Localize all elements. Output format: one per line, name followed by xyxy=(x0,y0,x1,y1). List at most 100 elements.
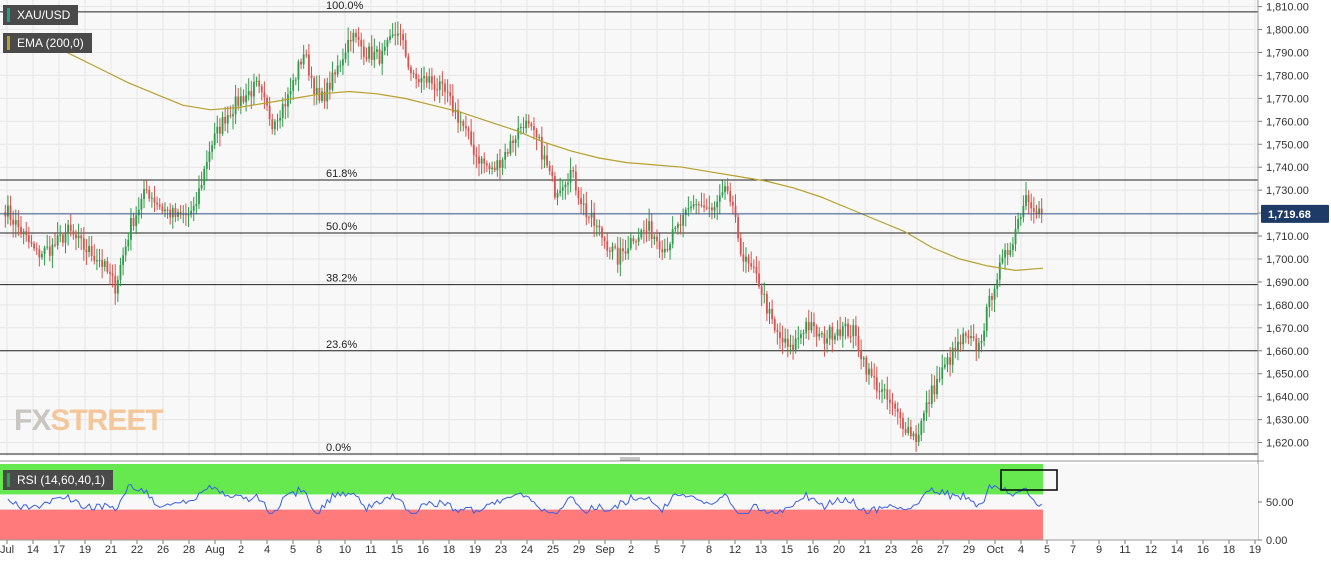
candle-body xyxy=(852,325,855,337)
x-tick-label: 7 xyxy=(1070,544,1076,556)
candle-body xyxy=(548,165,551,172)
candle-body xyxy=(417,79,420,83)
candle-body xyxy=(35,248,38,250)
candle-body xyxy=(964,333,967,336)
candle-body xyxy=(190,210,193,215)
candle-body xyxy=(449,92,452,97)
x-tick-label: 19 xyxy=(1249,544,1261,556)
candle-body xyxy=(339,65,342,67)
candle-body xyxy=(943,364,946,368)
candle-body xyxy=(20,227,22,235)
candle-body xyxy=(763,293,766,295)
candle-body xyxy=(731,201,734,206)
rsi-legend[interactable]: RSI (14,60,40,1) xyxy=(3,470,114,490)
candle-body xyxy=(370,46,373,60)
fib-level-label: 0.0% xyxy=(326,442,351,454)
candle-body xyxy=(48,246,51,256)
candle-body xyxy=(1006,250,1009,255)
candle-body xyxy=(98,260,101,262)
ema-color-swatch xyxy=(7,36,10,50)
candle-body xyxy=(475,155,478,157)
candle-body xyxy=(430,76,433,84)
candle-body xyxy=(553,176,556,198)
candle-body xyxy=(860,351,863,360)
candle-body xyxy=(873,376,876,378)
candle-body xyxy=(77,235,80,239)
candle-body xyxy=(224,116,227,124)
candle-body xyxy=(46,246,49,248)
candle-body xyxy=(198,188,200,205)
candle-body xyxy=(792,344,794,350)
candle-body xyxy=(799,334,802,339)
candle-body xyxy=(501,159,504,168)
candle-body xyxy=(56,235,59,246)
x-tick-label: 9 xyxy=(1096,544,1102,556)
candle-body xyxy=(514,139,517,144)
candle-body xyxy=(182,213,185,215)
rsi-highlight-box xyxy=(1000,469,1058,491)
symbol-legend[interactable]: XAU/USD xyxy=(3,5,79,25)
logo-part-street: STREET xyxy=(50,404,163,437)
x-tick-label: 5 xyxy=(654,544,660,556)
candle-body xyxy=(629,238,632,249)
y-tick-label: 1,750.00 xyxy=(1266,139,1309,151)
candle-body xyxy=(122,255,124,265)
x-tick-label: 13 xyxy=(755,544,767,556)
candle-body xyxy=(27,234,30,243)
y-tick-label: 1,800.00 xyxy=(1266,25,1309,37)
candle-body xyxy=(111,273,114,276)
candle-body xyxy=(428,76,431,83)
candle-body xyxy=(260,86,263,93)
candle-body xyxy=(258,80,261,87)
candle-body xyxy=(915,433,917,442)
candle-body xyxy=(263,92,266,98)
candle-body xyxy=(161,206,164,212)
candle-body xyxy=(760,286,763,295)
x-tick-label: 22 xyxy=(131,544,143,556)
x-tick-label: 19 xyxy=(469,544,481,556)
x-tick-label: 21 xyxy=(859,544,871,556)
candle-body xyxy=(637,237,640,242)
candlestick-series xyxy=(4,21,1043,452)
candle-body xyxy=(734,205,737,217)
candle-body xyxy=(758,273,760,287)
candle-body xyxy=(627,248,630,254)
candle-body xyxy=(648,221,651,231)
symbol-color-swatch xyxy=(7,8,10,22)
candle-body xyxy=(396,33,399,36)
candle-body xyxy=(551,171,554,177)
candle-body xyxy=(1025,195,1027,206)
candle-body xyxy=(106,261,109,272)
candle-body xyxy=(847,323,849,337)
y-tick-label: 1,660.00 xyxy=(1266,346,1309,358)
candle-body xyxy=(315,87,318,95)
ema-legend[interactable]: EMA (200,0) xyxy=(3,33,92,53)
candle-body xyxy=(200,184,203,189)
candle-body xyxy=(496,160,499,171)
candle-body xyxy=(1009,250,1012,255)
candle-body xyxy=(284,104,287,107)
candle-body xyxy=(485,163,488,166)
time-axis: Jul 14 17 19 21 22 26 28 Aug 2 4 5 8 10 11 15 16 18 19 23 24… xyxy=(0,539,1261,556)
candle-body xyxy=(211,145,213,152)
candle-body xyxy=(721,192,724,196)
candle-body xyxy=(279,117,282,121)
candle-body xyxy=(865,357,868,375)
candle-body xyxy=(470,131,473,145)
candle-body xyxy=(255,80,258,83)
candle-body xyxy=(420,78,423,83)
candle-body xyxy=(606,241,609,251)
candle-body xyxy=(556,192,559,198)
candle-body xyxy=(789,344,792,347)
candle-body xyxy=(164,209,166,212)
candle-body xyxy=(273,121,276,130)
fib-level-label: 100.0% xyxy=(326,0,364,12)
candle-body xyxy=(977,342,980,350)
candle-body xyxy=(695,204,698,206)
x-tick-label: 27 xyxy=(937,544,949,556)
candle-body xyxy=(611,246,614,252)
candle-body xyxy=(891,402,894,404)
x-tick-label: Oct xyxy=(986,544,1003,556)
fib-level-label: 38.2% xyxy=(326,273,357,285)
candle-body xyxy=(951,347,954,365)
